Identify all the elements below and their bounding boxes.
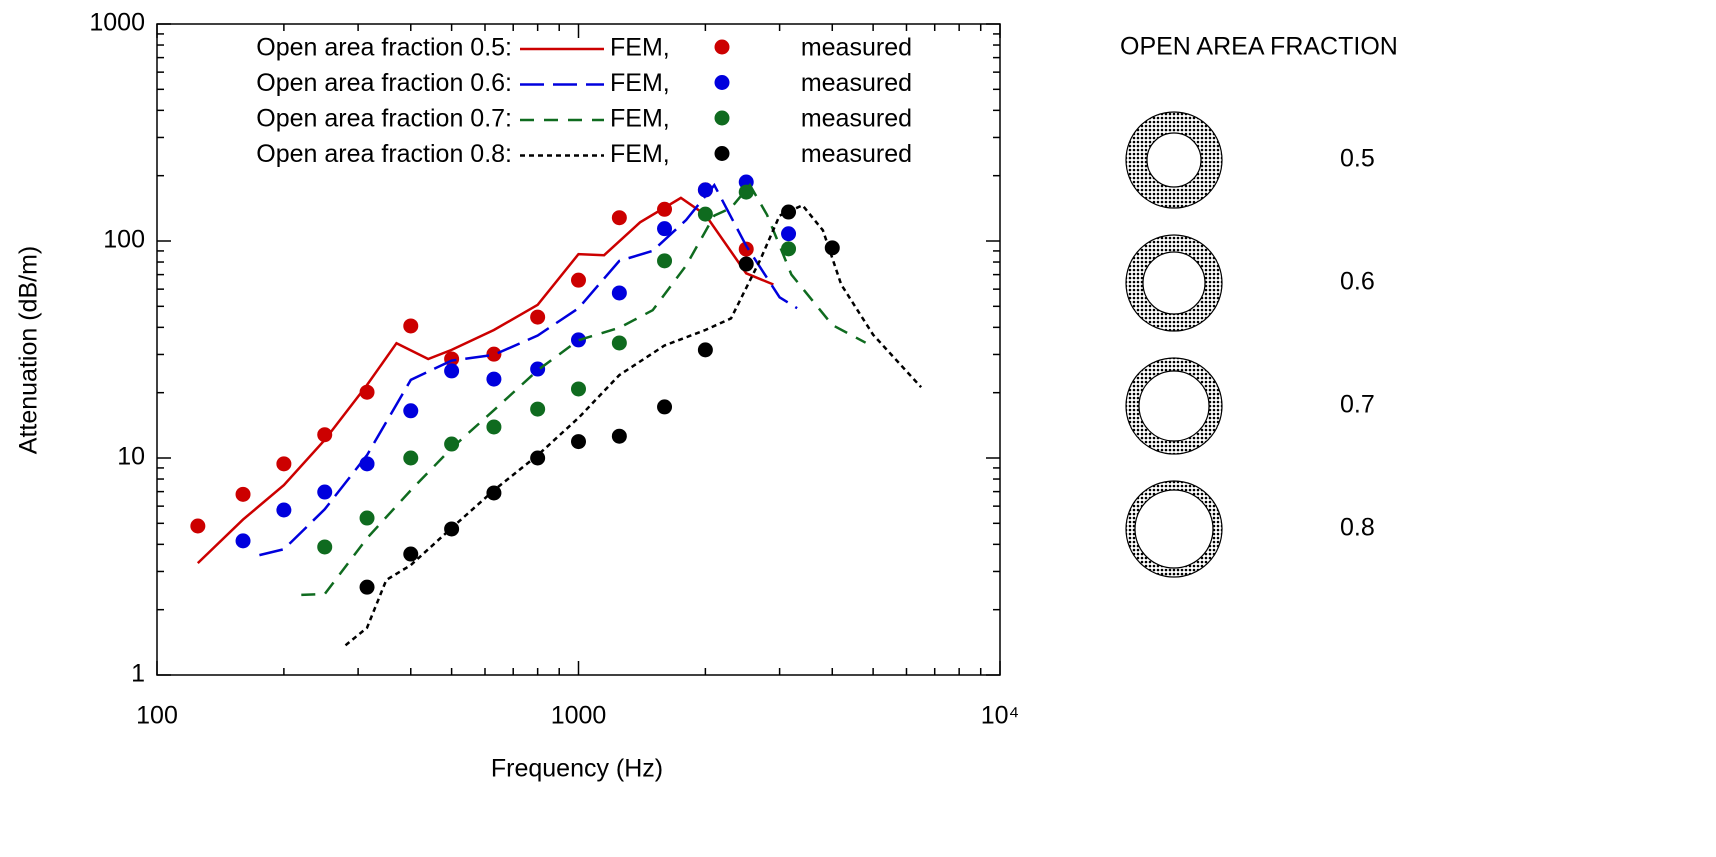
y-tick-label: 10 (117, 443, 145, 471)
measured-point (276, 456, 292, 472)
x-tick-label: 1000 (551, 702, 607, 730)
measured-point (738, 241, 754, 257)
fem-line (301, 182, 867, 597)
measured-point (697, 342, 713, 358)
legend-marker (714, 110, 730, 126)
measured-point (611, 210, 627, 226)
x-tick-label: 100 (136, 702, 178, 730)
measured-point (486, 346, 502, 362)
legend-marker (714, 75, 730, 90)
measured-point (657, 221, 673, 237)
legend-marker (714, 146, 730, 161)
legend-fem-label: FEM, (610, 105, 670, 133)
measured-point (781, 204, 797, 220)
fem-line (259, 182, 798, 557)
measured-point (444, 521, 460, 537)
measured-point (317, 539, 333, 555)
legend-label: Open area fraction 0.7: (256, 105, 512, 133)
fem-line (196, 196, 774, 565)
measured-point (317, 427, 333, 443)
y-tick-label: 1000 (89, 9, 145, 37)
measured-point (611, 335, 627, 351)
measured-point (486, 371, 502, 387)
measured-point (486, 419, 502, 435)
x-tick-label: 10⁴ (981, 702, 1020, 730)
measured-point (530, 309, 546, 325)
measured-point (657, 201, 673, 217)
measured-point (611, 285, 627, 301)
annulus (1125, 234, 1223, 332)
measured-point (359, 510, 375, 526)
measured-point (403, 546, 419, 562)
measured-point (235, 533, 251, 549)
measured-point (530, 450, 546, 466)
annulus (1125, 111, 1223, 209)
measured-point (486, 485, 502, 501)
legend-measured-label: measured (801, 140, 912, 168)
side-panel-label: 0.5 (1340, 145, 1375, 173)
measured-point (359, 579, 375, 595)
legend-label: Open area fraction 0.6: (256, 69, 512, 97)
side-panel-label: 0.6 (1340, 268, 1375, 296)
measured-point (697, 182, 713, 198)
measured-point (824, 240, 840, 256)
measured-point (571, 381, 586, 397)
legend-label: Open area fraction 0.8: (256, 140, 512, 168)
side-panel-label: 0.7 (1340, 391, 1375, 419)
legend-fem-label: FEM, (610, 69, 670, 97)
measured-point (403, 403, 419, 419)
measured-point (738, 256, 754, 272)
legend-fem-label: FEM, (610, 34, 670, 62)
measured-point (444, 363, 460, 379)
measured-point (657, 253, 673, 269)
legend-label: Open area fraction 0.5: (256, 34, 512, 62)
measured-point (235, 486, 251, 502)
legend-fem-label: FEM, (610, 140, 670, 168)
legend-measured-label: measured (801, 69, 912, 97)
annulus (1125, 357, 1223, 455)
legend-measured-label: measured (801, 105, 912, 133)
measured-point (571, 434, 586, 450)
measured-point (571, 332, 586, 348)
y-tick-label: 1 (131, 660, 145, 688)
x-axis-label: Frequency (Hz) (491, 755, 663, 783)
measured-point (530, 401, 546, 417)
annulus (1125, 480, 1223, 578)
measured-point (276, 502, 292, 518)
side-panel-label: 0.8 (1340, 514, 1375, 542)
measured-point (359, 456, 375, 472)
measured-point (403, 450, 419, 466)
measured-point (530, 361, 546, 377)
y-axis-label: Attenuation (dB/m) (15, 246, 43, 454)
legend-marker (714, 39, 730, 55)
legend-measured-label: measured (801, 34, 912, 62)
measured-point (697, 206, 713, 222)
y-tick-label: 100 (103, 226, 145, 254)
measured-point (781, 241, 797, 257)
measured-point (611, 428, 627, 444)
measured-point (190, 518, 206, 534)
measured-point (403, 318, 419, 334)
measured-point (571, 272, 586, 288)
side-panel-title: OPEN AREA FRACTION (1120, 33, 1398, 61)
measured-point (444, 436, 460, 452)
measured-point (738, 184, 754, 200)
measured-point (359, 384, 375, 400)
measured-point (781, 226, 797, 242)
fem-line (344, 203, 923, 647)
measured-point (657, 399, 673, 415)
measured-point (317, 484, 333, 500)
